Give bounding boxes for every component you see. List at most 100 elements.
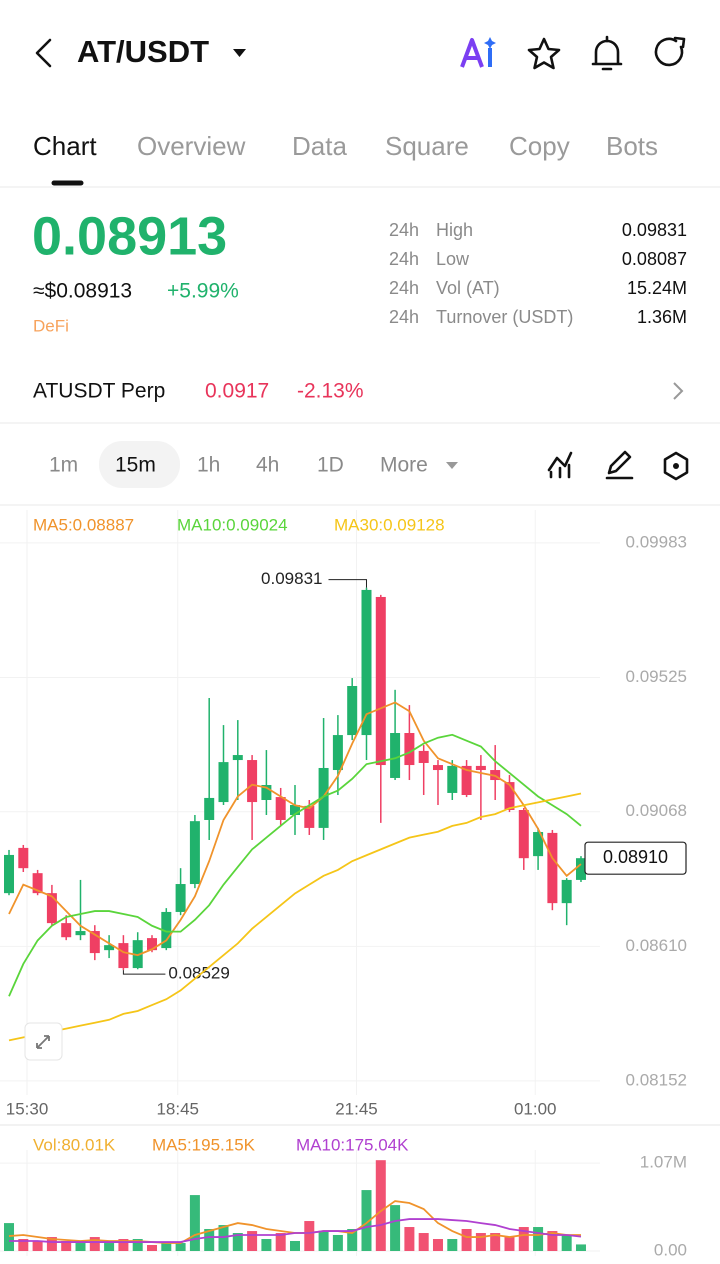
y-tick-label: 0.08610 (626, 936, 687, 955)
y-tick-label: 0.00 (654, 1240, 687, 1259)
expand-button[interactable] (24, 1022, 63, 1061)
tab-bar: Chart Overview Data Square Copy Bots (33, 131, 658, 186)
volume-bar (475, 1233, 486, 1251)
volume-bar (332, 1234, 343, 1251)
last-price: 0.08913 (32, 206, 227, 266)
volume-bar (261, 1239, 272, 1251)
alert-button[interactable] (591, 35, 623, 71)
volume-bar (289, 1240, 300, 1251)
volume-bar (232, 1233, 243, 1251)
perp-chevron[interactable] (673, 382, 684, 400)
candle-body (575, 858, 586, 880)
candle-body (318, 767, 329, 828)
candle-body (504, 782, 515, 810)
interval[interactable]: More (380, 454, 428, 477)
volume-bar (61, 1240, 72, 1251)
stat-value: 15.24M (627, 278, 687, 298)
price-chart: 0.09983 0.09525 0.09068 0.08610 0.08152 15:30… (0, 510, 687, 1118)
perp-change: -2.13% (297, 380, 364, 403)
volume-bar (104, 1243, 115, 1251)
category-tag[interactable]: DeFi (33, 316, 69, 335)
candle-body (46, 893, 57, 924)
candle-body (475, 765, 486, 771)
stat-label: High (436, 220, 473, 240)
stat-label: Turnover (USDT) (436, 307, 573, 327)
high-marker (328, 579, 367, 588)
y-tick-label: 1.07M (640, 1153, 687, 1172)
candle-body (447, 765, 458, 793)
candle-body (61, 923, 72, 938)
candle-body (404, 733, 415, 766)
candle-body (518, 809, 529, 859)
ai-button[interactable] (460, 37, 496, 68)
volume-bar (390, 1205, 401, 1251)
candle-body (104, 945, 115, 951)
volume-bar (89, 1237, 100, 1251)
interval[interactable]: 15m (115, 454, 156, 477)
interval[interactable]: 1h (197, 454, 220, 477)
stat-value: 0.09831 (622, 220, 687, 240)
candle-body (375, 596, 386, 766)
settings-button[interactable] (663, 451, 689, 481)
tab[interactable]: Data (292, 131, 347, 161)
volume-bar (418, 1233, 429, 1251)
price-line-label: 0.08910 (603, 847, 668, 867)
candle-body (289, 804, 300, 815)
stat-period: 24h (389, 220, 419, 240)
candle-body (418, 750, 429, 763)
volume-bar (32, 1240, 43, 1251)
ma-line (8, 792, 582, 1042)
volume-bar (518, 1227, 529, 1251)
candle-body (218, 762, 229, 803)
volume-bar (561, 1234, 572, 1251)
volume-bar (175, 1243, 186, 1251)
interval[interactable]: 1m (49, 454, 78, 477)
pair-title[interactable]: AT/USDT (77, 34, 209, 69)
candle-body (189, 821, 200, 885)
tab[interactable]: Overview (137, 131, 246, 161)
volume-bar (247, 1231, 258, 1251)
candle-body (347, 685, 358, 736)
candle-body (75, 931, 86, 936)
refresh-button[interactable] (654, 36, 686, 67)
perp-price: 0.0917 (205, 380, 269, 403)
stat-value: 0.08087 (622, 249, 687, 269)
pair-dropdown[interactable] (233, 49, 246, 57)
favorite-button[interactable] (527, 37, 561, 70)
volume-bar (404, 1227, 415, 1251)
volume-bar (75, 1243, 86, 1251)
more-dropdown[interactable] (446, 462, 458, 469)
perp-name[interactable]: ATUSDT Perp (33, 380, 165, 403)
volume-bar (189, 1195, 200, 1251)
tab[interactable]: Chart (33, 131, 97, 161)
legend-entry: MA10:0.09024 (177, 515, 288, 534)
indicator-button[interactable] (547, 451, 573, 479)
candle-body (204, 797, 215, 820)
candle-body (4, 854, 15, 894)
volume-bar (504, 1237, 515, 1251)
volume-bar (18, 1239, 29, 1251)
low-label: 0.08529 (168, 964, 229, 983)
candle-body (561, 879, 572, 904)
volume-bar (575, 1244, 586, 1251)
interval-highlight (99, 441, 180, 488)
interval[interactable]: 1D (317, 454, 344, 477)
candle-body (390, 733, 401, 778)
tab[interactable]: Square (385, 131, 469, 161)
stat-value: 1.36M (637, 307, 687, 327)
candle-body (533, 832, 544, 857)
volume-bar (533, 1227, 544, 1251)
tab[interactable]: Copy (509, 131, 570, 161)
ma-line (8, 701, 582, 957)
ma-line (9, 1218, 582, 1243)
high-label: 0.09831 (261, 569, 322, 588)
candle-body (132, 940, 143, 969)
candle-body (361, 589, 372, 736)
draw-button[interactable] (605, 450, 634, 480)
interval[interactable]: 4h (256, 454, 279, 477)
back-button[interactable] (35, 38, 52, 68)
tab[interactable]: Bots (606, 131, 658, 161)
volume-bar (147, 1245, 158, 1251)
